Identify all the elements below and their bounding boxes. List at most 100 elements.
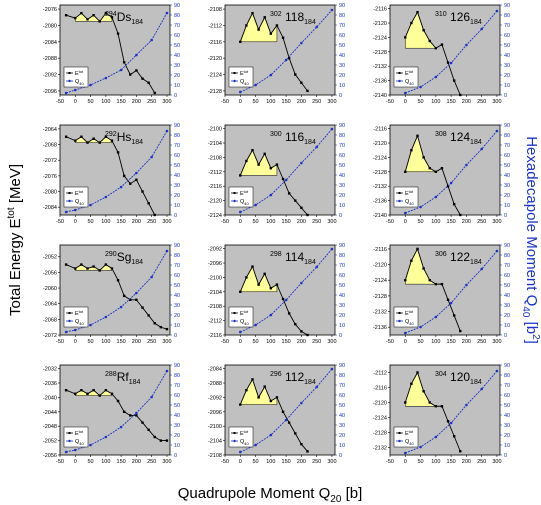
energy-point (239, 403, 242, 406)
y2-tick-label: 40 (339, 53, 345, 59)
moment-point (135, 171, 138, 175)
y2-tick-label: 0 (339, 333, 342, 339)
energy-point (86, 392, 89, 395)
energy-point (110, 16, 114, 19)
moment-point (64, 450, 68, 454)
legend-moment-marker (398, 199, 401, 203)
x-tick-label: -50 (221, 339, 229, 345)
y2-tick-label: 30 (504, 63, 510, 69)
legend-energy-label: Etot (405, 309, 414, 317)
energy-point (153, 435, 156, 439)
energy-point (74, 139, 77, 142)
x-tick-label: 150 (117, 459, 126, 465)
x-tick-label: 50 (87, 339, 93, 345)
panel: -50 0 50 100 150 200 250 300-2140-2136-2132-212… (373, 123, 510, 225)
y-tick-label: -2100 (208, 275, 222, 281)
moment-point (269, 193, 273, 197)
y2-tick-label: 50 (339, 403, 345, 409)
x-tick-label: 250 (147, 99, 156, 105)
x-tick-label: 250 (147, 219, 156, 225)
y-tick-label: -2080 (43, 190, 57, 196)
energy-point (446, 420, 450, 423)
panel: -50 0 50 100 150 200 250 300-2084-2080-2076-207… (43, 123, 180, 225)
y2-tick-label: 80 (339, 13, 345, 19)
energy-point (306, 213, 309, 217)
y2-tick-label: 0 (504, 453, 507, 459)
y2-tick-label: 70 (504, 143, 510, 149)
energy-point (452, 203, 456, 206)
energy-point (422, 156, 425, 159)
legend-energy-marker (233, 72, 236, 74)
moment-point (449, 181, 453, 185)
energy-point (428, 401, 431, 404)
x-tick-label: -50 (56, 339, 64, 345)
y-tick-label: -2036 (43, 381, 57, 387)
x-tick-label: 200 (132, 459, 141, 465)
y-tick-label: -2112 (373, 371, 387, 377)
y-tick-label: -2116 (208, 184, 222, 190)
moment-point (238, 450, 242, 454)
x-tick-label: 300 (162, 99, 171, 105)
energy-point (428, 279, 431, 282)
y-tick-label: -2128 (373, 431, 387, 437)
moment-point (238, 210, 242, 214)
x-tick-label: 0 (239, 99, 242, 105)
energy-point (459, 450, 462, 453)
y2-tick-label: 0 (504, 93, 507, 99)
y2-tick-label: 90 (339, 243, 345, 249)
energy-point (263, 385, 266, 388)
y-tick-label: -2084 (208, 367, 222, 373)
y-tick-label: -2124 (373, 155, 387, 161)
y-tick-label: -2068 (43, 317, 57, 323)
y2-tick-label: 60 (174, 33, 180, 39)
moment-point (495, 369, 499, 373)
y2-tick-label: 10 (174, 443, 180, 449)
y2-tick-label: 50 (504, 43, 510, 49)
energy-point (422, 267, 425, 270)
y-tick-label: -2108 (208, 304, 222, 310)
y2-tick-label: 20 (504, 193, 510, 199)
legend-energy-marker (68, 432, 71, 434)
y2-tick-label: 10 (504, 443, 510, 449)
x-tick-label: 100 (101, 339, 110, 345)
panel: -50 0 50 100 150 200 250 300-2132-2128-2124-212… (373, 363, 510, 465)
y2-tick-label: 70 (174, 143, 180, 149)
energy-point (129, 298, 132, 301)
moment-point (403, 211, 407, 215)
y-tick-label: -2124 (208, 73, 222, 79)
energy-point (251, 378, 254, 381)
y-tick-label: -2040 (43, 395, 57, 401)
x-tick-label: 0 (74, 459, 77, 465)
legend-moment-marker (233, 439, 236, 443)
y2-tick-label: 40 (339, 413, 345, 419)
legend-moment-label: Q40 (240, 79, 250, 86)
moment-point (135, 291, 138, 295)
x-tick-label: -50 (221, 219, 229, 225)
y2-tick-label: 90 (339, 3, 345, 9)
y2-tick-label: 20 (339, 433, 345, 439)
x-tick-label: -50 (386, 99, 394, 105)
x-tick-label: 150 (117, 339, 126, 345)
y2-tick-label: 80 (504, 13, 510, 19)
moment-point (73, 208, 77, 212)
y2-tick-label: 10 (339, 83, 345, 89)
energy-point (263, 152, 266, 155)
energy-line (404, 371, 461, 452)
x-tick-label: 100 (266, 99, 275, 105)
energy-point (440, 43, 444, 46)
legend-moment-label: Q40 (75, 319, 85, 326)
energy-point (440, 167, 444, 170)
y2-tick-label: 50 (339, 43, 345, 49)
y2-tick-label: 0 (174, 333, 177, 339)
x-tick-label: 200 (297, 339, 306, 345)
nucleus-label: 304 120184 (435, 370, 482, 386)
x-tick-label: 100 (101, 459, 110, 465)
moment-point (465, 283, 468, 287)
moment-point (300, 401, 303, 405)
x-tick-label: 0 (404, 99, 407, 105)
y2-tick-label: 0 (174, 213, 177, 219)
energy-point (257, 163, 260, 166)
y-tick-label: -2116 (373, 127, 387, 133)
legend-energy-marker (233, 192, 236, 194)
x-tick-label: 300 (162, 459, 171, 465)
